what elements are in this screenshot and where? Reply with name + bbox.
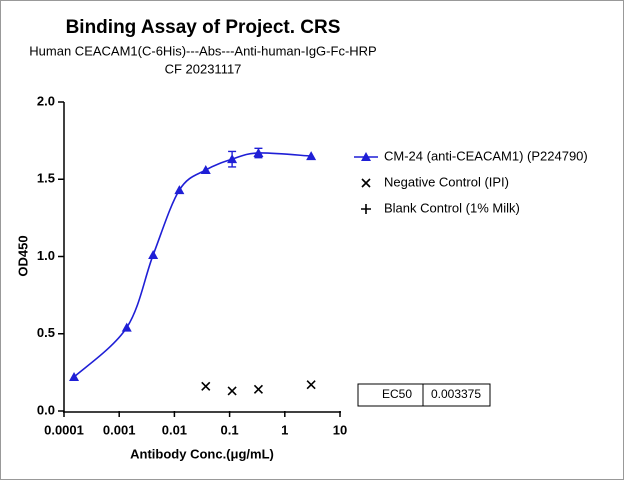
y-tick-label: 0.5: [37, 325, 55, 340]
data-point: [306, 380, 316, 390]
x-tick-label: 0.0001: [44, 422, 84, 437]
data-point: [174, 185, 185, 195]
y-tick-label: 1.0: [37, 248, 55, 263]
legend-label: Negative Control (IPI): [384, 174, 509, 189]
data-point: [227, 386, 237, 396]
ec50-table: [357, 383, 491, 407]
data-point: [306, 151, 317, 161]
y-axis-label: OD450: [15, 235, 30, 276]
legend-label: Blank Control (1% Milk): [384, 200, 520, 215]
subtitle: CF 20231117: [165, 61, 242, 76]
x-tick-label: 1: [281, 422, 288, 437]
data-point: [201, 381, 211, 391]
x-tick-label: 0.1: [221, 422, 239, 437]
chart-title: Binding Assay of Project. CRS: [66, 17, 341, 38]
data-point: [227, 154, 238, 164]
subtitle: Human CEACAM1(C-6His)---Abs---Anti-human…: [29, 43, 376, 58]
table-cell: 0.003375: [431, 387, 481, 401]
fit-curve: [73, 152, 312, 378]
x-axis-label: Antibody Conc.(μg/mL): [130, 446, 274, 461]
y-tick-label: 2.0: [37, 93, 55, 108]
x-tick-label: 0.01: [162, 422, 187, 437]
data-point: [148, 249, 159, 259]
y-tick-label: 0.0: [37, 402, 55, 417]
data-point: [200, 164, 211, 174]
data-point: [253, 384, 264, 394]
legend-marker: [361, 178, 371, 188]
legend-marker: [361, 204, 371, 214]
data-point: [121, 322, 132, 332]
table-cell: EC50: [382, 387, 412, 401]
x-tick-label: 0.001: [103, 422, 136, 437]
y-tick-label: 1.5: [37, 171, 55, 186]
data-point: [69, 372, 80, 382]
x-tick-label: 10: [333, 422, 347, 437]
data-point: [253, 147, 264, 157]
legend-label: CM-24 (anti-CEACAM1) (P224790): [384, 148, 588, 163]
